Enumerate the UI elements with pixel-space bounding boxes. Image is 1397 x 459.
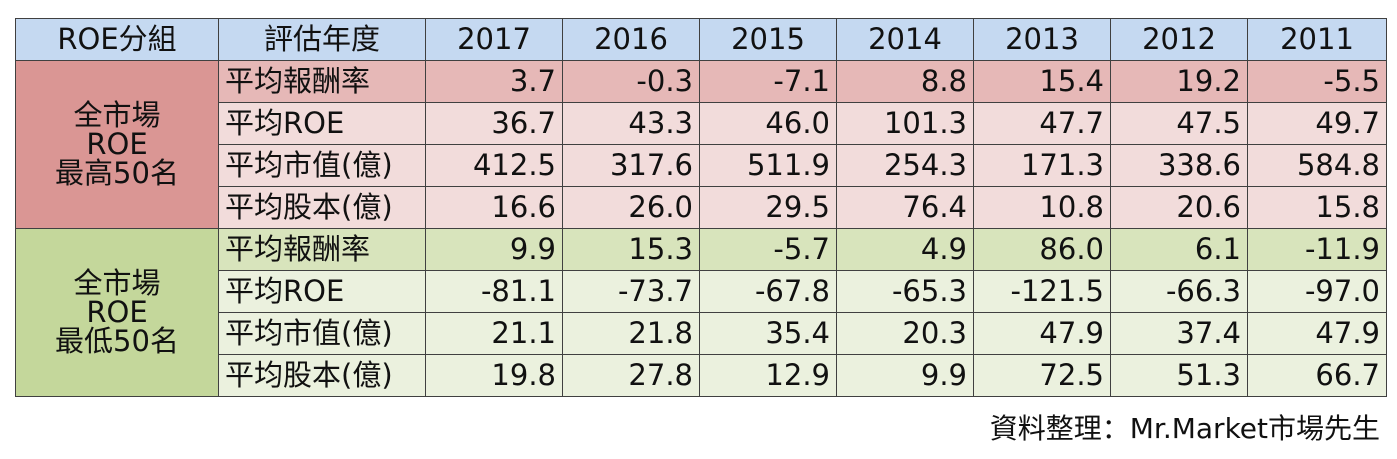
header-year-2017: 2017 bbox=[425, 18, 563, 61]
table-cell: 511.9 bbox=[699, 144, 837, 187]
table-cell: 21.8 bbox=[562, 312, 700, 355]
source-credit: 資料整理：Mr.Market市場先生 bbox=[989, 412, 1380, 445]
header-year-2011: 2011 bbox=[1247, 18, 1387, 61]
group-label-bottom50: 全市場 ROE 最低50名 bbox=[15, 228, 219, 397]
table-row: 平均股本(億) 19.8 27.8 12.9 9.9 72.5 51.3 66.… bbox=[16, 354, 1387, 397]
table-cell: -65.3 bbox=[836, 270, 974, 313]
table-cell: 26.0 bbox=[562, 186, 700, 229]
table-cell: 66.7 bbox=[1247, 354, 1387, 397]
header-year-2015: 2015 bbox=[699, 18, 837, 61]
table-cell: 584.8 bbox=[1247, 144, 1387, 187]
table-cell: -5.5 bbox=[1247, 60, 1387, 103]
header-year-2016: 2016 bbox=[562, 18, 700, 61]
metric-label: 平均市值(億) bbox=[218, 144, 426, 187]
table-cell: -0.3 bbox=[562, 60, 700, 103]
roe-group-table: ROE分組 評估年度 2017 2016 2015 2014 2013 2012… bbox=[15, 18, 1387, 397]
table-cell: 317.6 bbox=[562, 144, 700, 187]
table-cell: 37.4 bbox=[1110, 312, 1248, 355]
table-cell: 15.3 bbox=[562, 228, 700, 271]
table-cell: 36.7 bbox=[425, 102, 563, 145]
header-group-label: ROE分組 bbox=[15, 18, 219, 61]
header-year-2013: 2013 bbox=[973, 18, 1111, 61]
table-cell: 21.1 bbox=[425, 312, 563, 355]
table-row: 平均股本(億) 16.6 26.0 29.5 76.4 10.8 20.6 15… bbox=[16, 186, 1387, 229]
table-cell: 20.3 bbox=[836, 312, 974, 355]
table-cell: -5.7 bbox=[699, 228, 837, 271]
table-cell: 46.0 bbox=[699, 102, 837, 145]
metric-label: 平均報酬率 bbox=[218, 228, 426, 271]
table-cell: 49.7 bbox=[1247, 102, 1387, 145]
table-cell: -97.0 bbox=[1247, 270, 1387, 313]
table-cell: 338.6 bbox=[1110, 144, 1248, 187]
table-row: 全市場 ROE 最低50名 平均報酬率 9.9 15.3 -5.7 4.9 86… bbox=[15, 228, 1387, 397]
table-cell: 29.5 bbox=[699, 186, 837, 229]
metric-label: 平均ROE bbox=[218, 270, 426, 313]
table-cell: -121.5 bbox=[973, 270, 1111, 313]
table-cell: 35.4 bbox=[699, 312, 837, 355]
table-cell: -67.8 bbox=[699, 270, 837, 313]
table-cell: 15.8 bbox=[1247, 186, 1387, 229]
group-label-line: 全市場 bbox=[73, 98, 161, 132]
group-label-line: 最高50名 bbox=[55, 156, 179, 190]
table-cell: 47.9 bbox=[973, 312, 1111, 355]
table-cell: 19.2 bbox=[1110, 60, 1248, 103]
group-label-line: ROE bbox=[86, 127, 148, 161]
table-cell: 6.1 bbox=[1110, 228, 1248, 271]
table-cell: 43.3 bbox=[562, 102, 700, 145]
table-cell: 76.4 bbox=[836, 186, 974, 229]
table-cell: -11.9 bbox=[1247, 228, 1387, 271]
group-label-line: ROE bbox=[86, 295, 148, 329]
metric-label: 平均股本(億) bbox=[218, 354, 426, 397]
table-cell: 86.0 bbox=[973, 228, 1111, 271]
metric-label: 平均市值(億) bbox=[218, 312, 426, 355]
table-cell: 9.9 bbox=[836, 354, 974, 397]
table-cell: 20.6 bbox=[1110, 186, 1248, 229]
table-cell: 171.3 bbox=[973, 144, 1111, 187]
table-cell: 27.8 bbox=[562, 354, 700, 397]
table-row: 全市場 ROE 最高50名 平均報酬率 3.7 -0.3 -7.1 8.8 15… bbox=[15, 60, 1387, 229]
table-cell: 15.4 bbox=[973, 60, 1111, 103]
metric-label: 平均股本(億) bbox=[218, 186, 426, 229]
table-cell: 16.6 bbox=[425, 186, 563, 229]
table-cell: 101.3 bbox=[836, 102, 974, 145]
group-label-line: 最低50名 bbox=[55, 324, 179, 358]
table-cell: 51.3 bbox=[1110, 354, 1248, 397]
group-label-line: 全市場 bbox=[73, 266, 161, 300]
table-cell: 10.8 bbox=[973, 186, 1111, 229]
table-cell: 12.9 bbox=[699, 354, 837, 397]
table-cell: 19.8 bbox=[425, 354, 563, 397]
table-row: 平均市值(億) 21.1 21.8 35.4 20.3 47.9 37.4 47… bbox=[16, 312, 1387, 355]
table-cell: 9.9 bbox=[425, 228, 563, 271]
group-label-top50: 全市場 ROE 最高50名 bbox=[15, 60, 219, 229]
header-year-2014: 2014 bbox=[836, 18, 974, 61]
table-cell: 72.5 bbox=[973, 354, 1111, 397]
table-cell: 47.9 bbox=[1247, 312, 1387, 355]
header-metric-label: 評估年度 bbox=[218, 18, 426, 61]
table-header-row: ROE分組 評估年度 2017 2016 2015 2014 2013 2012… bbox=[15, 18, 1387, 61]
table-cell: -81.1 bbox=[425, 270, 563, 313]
header-year-2012: 2012 bbox=[1110, 18, 1248, 61]
table-cell: -73.7 bbox=[562, 270, 700, 313]
metric-label: 平均ROE bbox=[218, 102, 426, 145]
table-cell: -7.1 bbox=[699, 60, 837, 103]
metric-label: 平均報酬率 bbox=[218, 60, 426, 103]
table-cell: -66.3 bbox=[1110, 270, 1248, 313]
table-cell: 254.3 bbox=[836, 144, 974, 187]
table-cell: 4.9 bbox=[836, 228, 974, 271]
table-cell: 412.5 bbox=[425, 144, 563, 187]
table-cell: 47.5 bbox=[1110, 102, 1248, 145]
table-row: 平均ROE -81.1 -73.7 -67.8 -65.3 -121.5 -66… bbox=[16, 270, 1387, 313]
table-cell: 8.8 bbox=[836, 60, 974, 103]
table-cell: 47.7 bbox=[973, 102, 1111, 145]
table-row: 平均ROE 36.7 43.3 46.0 101.3 47.7 47.5 49.… bbox=[16, 102, 1387, 145]
table-row: 平均市值(億) 412.5 317.6 511.9 254.3 171.3 33… bbox=[16, 144, 1387, 187]
table-cell: 3.7 bbox=[425, 60, 563, 103]
